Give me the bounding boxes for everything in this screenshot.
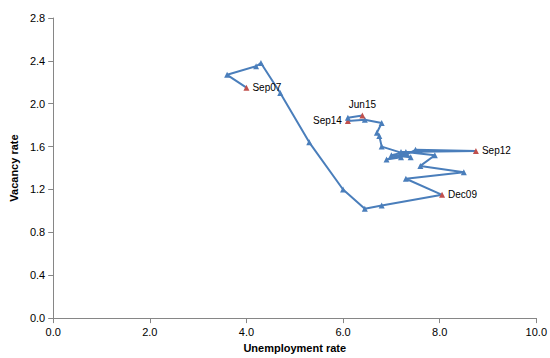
svg-text:Dec09: Dec09	[448, 189, 477, 200]
svg-text:6.0: 6.0	[335, 326, 350, 338]
svg-text:Sep12: Sep12	[482, 145, 511, 156]
svg-text:Unemployment rate: Unemployment rate	[243, 342, 346, 354]
svg-text:10.0: 10.0	[526, 326, 547, 338]
svg-text:2.8: 2.8	[30, 12, 45, 24]
svg-text:0.8: 0.8	[30, 226, 45, 238]
svg-text:0.0: 0.0	[46, 326, 61, 338]
svg-text:Sep14: Sep14	[313, 115, 342, 126]
svg-text:2.0: 2.0	[142, 326, 157, 338]
svg-text:1.2: 1.2	[30, 183, 45, 195]
svg-text:8.0: 8.0	[432, 326, 447, 338]
svg-text:2.4: 2.4	[30, 55, 45, 67]
svg-text:0.0: 0.0	[30, 312, 45, 324]
svg-text:Vacancy rate: Vacancy rate	[8, 134, 20, 201]
svg-text:Sep07: Sep07	[252, 82, 281, 93]
svg-text:4.0: 4.0	[239, 326, 254, 338]
svg-text:1.6: 1.6	[30, 141, 45, 153]
svg-text:2.0: 2.0	[30, 98, 45, 110]
svg-text:0.4: 0.4	[30, 269, 45, 281]
svg-text:Jun15: Jun15	[349, 99, 377, 110]
